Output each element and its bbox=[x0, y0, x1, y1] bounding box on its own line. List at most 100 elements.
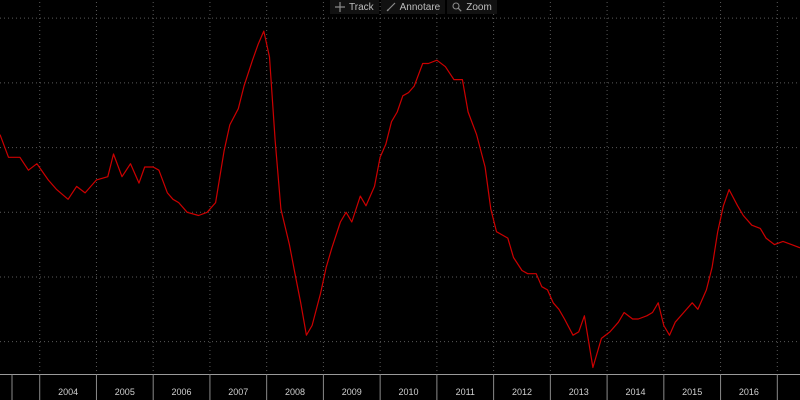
data-point-0-63[interactable] bbox=[461, 78, 464, 81]
data-point-0-6[interactable] bbox=[55, 188, 58, 191]
data-point-0-19[interactable] bbox=[157, 169, 160, 172]
data-point-0-64[interactable] bbox=[467, 111, 470, 114]
data-point-0-98[interactable] bbox=[696, 308, 699, 311]
data-point-0-30[interactable] bbox=[243, 85, 246, 88]
data-point-0-73[interactable] bbox=[526, 272, 529, 275]
data-point-0-108[interactable] bbox=[765, 237, 768, 240]
data-point-0-60[interactable] bbox=[435, 59, 438, 62]
data-point-0-86[interactable] bbox=[617, 321, 620, 324]
data-point-0-106[interactable] bbox=[750, 224, 753, 227]
zoom-button[interactable]: Zoom bbox=[447, 0, 497, 14]
data-point-0-102[interactable] bbox=[722, 204, 725, 207]
data-point-0-36[interactable] bbox=[279, 208, 282, 211]
data-point-0-16[interactable] bbox=[138, 182, 141, 185]
data-point-0-78[interactable] bbox=[557, 308, 560, 311]
data-point-0-72[interactable] bbox=[521, 269, 524, 272]
data-point-0-62[interactable] bbox=[452, 78, 455, 81]
data-point-0-32[interactable] bbox=[257, 43, 260, 46]
data-point-0-48[interactable] bbox=[359, 195, 362, 198]
data-point-0-82[interactable] bbox=[583, 314, 586, 317]
data-point-0-31[interactable] bbox=[251, 59, 254, 62]
data-point-0-54[interactable] bbox=[396, 111, 399, 114]
data-point-0-89[interactable] bbox=[637, 318, 640, 321]
data-point-0-15[interactable] bbox=[129, 162, 132, 165]
data-point-0-94[interactable] bbox=[668, 334, 671, 337]
data-point-0-22[interactable] bbox=[177, 201, 180, 204]
data-point-0-46[interactable] bbox=[345, 211, 348, 214]
data-point-0-109[interactable] bbox=[773, 243, 776, 246]
data-point-0-96[interactable] bbox=[682, 311, 685, 314]
data-point-0-13[interactable] bbox=[112, 153, 115, 156]
data-point-0-9[interactable] bbox=[84, 191, 87, 194]
data-point-0-59[interactable] bbox=[427, 62, 430, 65]
data-point-0-56[interactable] bbox=[407, 91, 410, 94]
data-point-0-70[interactable] bbox=[506, 237, 509, 240]
track-button[interactable]: Track bbox=[330, 0, 379, 14]
data-point-0-53[interactable] bbox=[390, 120, 393, 123]
data-point-0-88[interactable] bbox=[631, 318, 634, 321]
data-point-0-80[interactable] bbox=[572, 334, 575, 337]
data-point-0-11[interactable] bbox=[95, 178, 98, 181]
data-point-0-14[interactable] bbox=[121, 175, 124, 178]
data-point-0-71[interactable] bbox=[512, 256, 515, 259]
data-point-0-110[interactable] bbox=[782, 240, 785, 243]
data-point-0-66[interactable] bbox=[484, 166, 487, 169]
data-point-0-47[interactable] bbox=[350, 221, 353, 224]
data-point-0-41[interactable] bbox=[311, 324, 314, 327]
data-point-0-44[interactable] bbox=[330, 246, 333, 249]
data-point-0-76[interactable] bbox=[546, 288, 549, 291]
data-point-0-111[interactable] bbox=[790, 243, 793, 246]
data-point-0-28[interactable] bbox=[228, 123, 231, 126]
data-point-0-24[interactable] bbox=[197, 214, 200, 217]
data-point-0-57[interactable] bbox=[413, 85, 416, 88]
data-point-0-107[interactable] bbox=[759, 227, 762, 230]
data-point-0-90[interactable] bbox=[645, 314, 648, 317]
data-point-0-61[interactable] bbox=[444, 65, 447, 68]
data-point-0-103[interactable] bbox=[728, 188, 731, 191]
data-point-0-92[interactable] bbox=[657, 301, 660, 304]
data-point-0-12[interactable] bbox=[106, 175, 109, 178]
data-point-0-81[interactable] bbox=[577, 330, 580, 333]
data-point-0-95[interactable] bbox=[674, 321, 677, 324]
data-point-0-35[interactable] bbox=[274, 140, 277, 143]
data-point-0-75[interactable] bbox=[540, 285, 543, 288]
data-point-0-97[interactable] bbox=[691, 301, 694, 304]
data-point-0-84[interactable] bbox=[600, 337, 603, 340]
data-point-0-25[interactable] bbox=[206, 211, 209, 214]
data-point-0-1[interactable] bbox=[7, 156, 10, 159]
data-point-0-85[interactable] bbox=[608, 330, 611, 333]
data-point-0-29[interactable] bbox=[237, 107, 240, 110]
data-point-0-37[interactable] bbox=[288, 243, 291, 246]
data-point-0-0[interactable] bbox=[0, 133, 2, 136]
data-point-0-91[interactable] bbox=[651, 311, 654, 314]
data-point-0-51[interactable] bbox=[379, 156, 382, 159]
data-point-0-10[interactable] bbox=[89, 185, 92, 188]
data-point-0-21[interactable] bbox=[172, 198, 175, 201]
data-point-0-23[interactable] bbox=[186, 211, 189, 214]
data-point-0-104[interactable] bbox=[736, 204, 739, 207]
data-point-0-7[interactable] bbox=[67, 198, 70, 201]
data-point-0-69[interactable] bbox=[501, 233, 504, 236]
data-point-0-93[interactable] bbox=[662, 324, 665, 327]
data-point-0-43[interactable] bbox=[325, 266, 328, 269]
data-point-0-49[interactable] bbox=[365, 204, 368, 207]
data-point-0-68[interactable] bbox=[495, 230, 498, 233]
data-point-0-3[interactable] bbox=[27, 169, 30, 172]
data-point-0-20[interactable] bbox=[166, 191, 169, 194]
data-point-0-26[interactable] bbox=[214, 201, 217, 204]
annotate-button[interactable]: Annotare bbox=[380, 0, 446, 14]
data-point-0-100[interactable] bbox=[711, 266, 714, 269]
data-point-0-45[interactable] bbox=[339, 221, 342, 224]
data-point-0-50[interactable] bbox=[373, 185, 376, 188]
data-point-0-2[interactable] bbox=[18, 156, 21, 159]
data-point-0-79[interactable] bbox=[563, 318, 566, 321]
data-point-0-105[interactable] bbox=[742, 214, 745, 217]
data-point-0-65[interactable] bbox=[475, 133, 478, 136]
data-point-0-77[interactable] bbox=[552, 301, 555, 304]
data-point-0-34[interactable] bbox=[268, 56, 271, 59]
data-point-0-4[interactable] bbox=[35, 162, 38, 165]
data-point-0-39[interactable] bbox=[299, 301, 302, 304]
data-point-0-74[interactable] bbox=[535, 272, 538, 275]
data-point-0-99[interactable] bbox=[705, 288, 708, 291]
